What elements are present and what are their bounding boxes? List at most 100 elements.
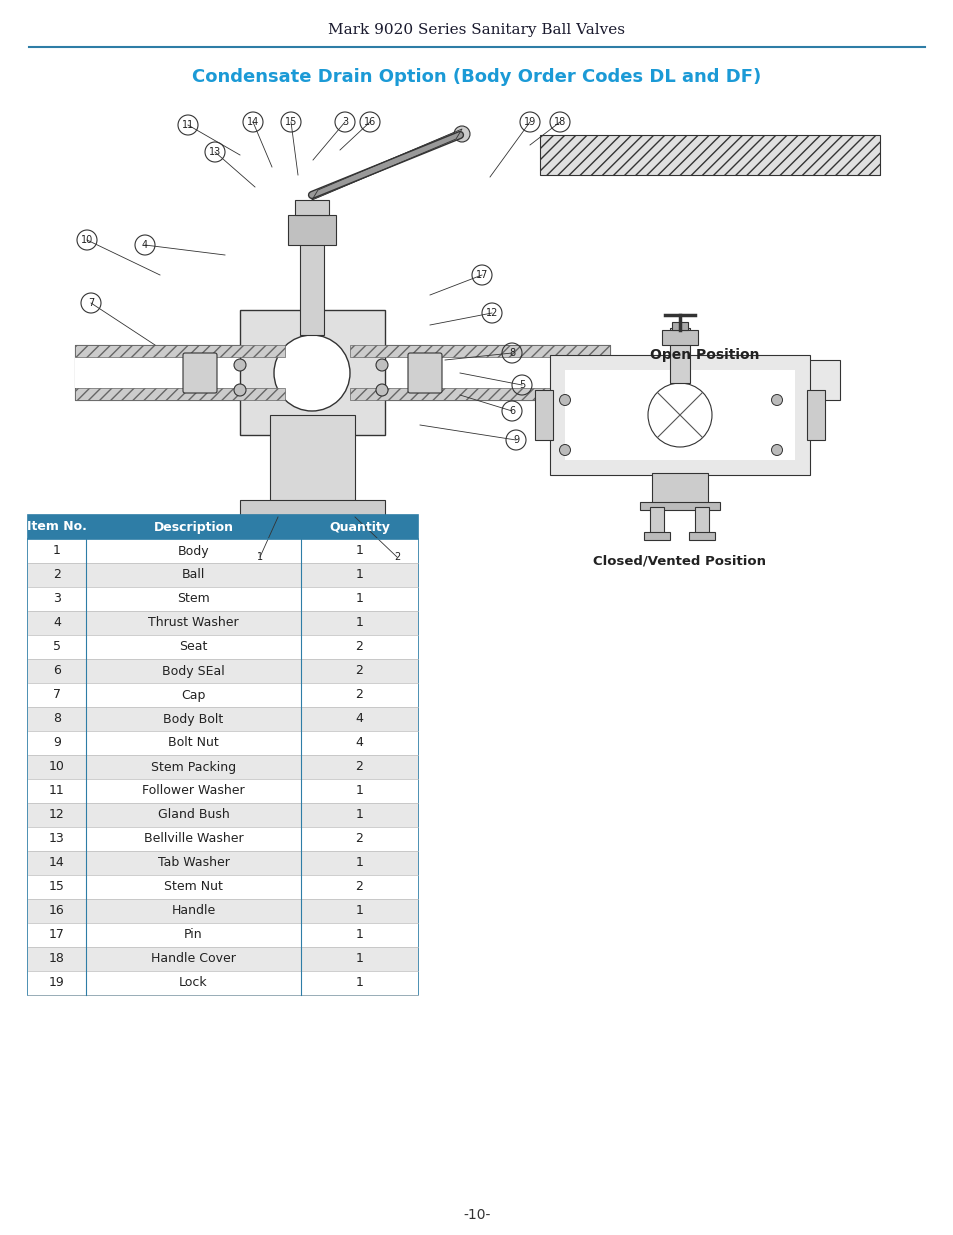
FancyBboxPatch shape bbox=[539, 135, 879, 175]
FancyBboxPatch shape bbox=[643, 532, 669, 540]
Text: 1: 1 bbox=[355, 809, 363, 821]
Text: 2: 2 bbox=[355, 664, 363, 678]
Text: Handle Cover: Handle Cover bbox=[151, 952, 235, 966]
FancyBboxPatch shape bbox=[535, 390, 553, 440]
Text: 8: 8 bbox=[508, 348, 515, 358]
FancyBboxPatch shape bbox=[28, 779, 417, 803]
Circle shape bbox=[771, 394, 781, 405]
FancyBboxPatch shape bbox=[28, 923, 417, 947]
Circle shape bbox=[233, 359, 246, 370]
FancyBboxPatch shape bbox=[28, 731, 417, 755]
Text: 11: 11 bbox=[49, 784, 65, 798]
FancyBboxPatch shape bbox=[28, 876, 417, 899]
Text: 2: 2 bbox=[53, 568, 61, 582]
FancyBboxPatch shape bbox=[550, 354, 809, 475]
Text: Mark 9020 Series Sanitary Ball Valves: Mark 9020 Series Sanitary Ball Valves bbox=[328, 23, 625, 37]
FancyBboxPatch shape bbox=[350, 357, 609, 388]
Text: 2: 2 bbox=[355, 761, 363, 773]
Circle shape bbox=[375, 359, 388, 370]
Text: 9: 9 bbox=[53, 736, 61, 750]
Text: 19: 19 bbox=[523, 117, 536, 127]
Text: 18: 18 bbox=[49, 952, 65, 966]
Polygon shape bbox=[312, 128, 461, 200]
Text: Cap: Cap bbox=[181, 688, 206, 701]
FancyBboxPatch shape bbox=[651, 473, 707, 505]
FancyBboxPatch shape bbox=[350, 388, 609, 400]
Text: 6: 6 bbox=[508, 406, 515, 416]
Circle shape bbox=[454, 126, 470, 142]
FancyBboxPatch shape bbox=[28, 611, 417, 635]
FancyBboxPatch shape bbox=[75, 388, 285, 400]
Text: 4: 4 bbox=[142, 240, 148, 249]
Text: Bellville Washer: Bellville Washer bbox=[144, 832, 243, 846]
Text: 6: 6 bbox=[53, 664, 61, 678]
Text: 16: 16 bbox=[49, 904, 65, 918]
FancyBboxPatch shape bbox=[688, 532, 714, 540]
Text: Body SEal: Body SEal bbox=[162, 664, 225, 678]
FancyBboxPatch shape bbox=[240, 500, 385, 515]
Text: 2: 2 bbox=[355, 688, 363, 701]
FancyBboxPatch shape bbox=[341, 553, 375, 563]
Circle shape bbox=[233, 384, 246, 396]
FancyBboxPatch shape bbox=[28, 538, 417, 563]
FancyBboxPatch shape bbox=[28, 683, 417, 706]
FancyBboxPatch shape bbox=[75, 357, 285, 388]
FancyBboxPatch shape bbox=[661, 330, 698, 345]
FancyBboxPatch shape bbox=[28, 659, 417, 683]
Text: Handle: Handle bbox=[172, 904, 215, 918]
FancyBboxPatch shape bbox=[350, 345, 609, 400]
Text: 12: 12 bbox=[49, 809, 65, 821]
Text: 9: 9 bbox=[513, 435, 518, 445]
Text: Condensate Drain Option (Body Order Codes DL and DF): Condensate Drain Option (Body Order Code… bbox=[193, 68, 760, 86]
FancyBboxPatch shape bbox=[28, 515, 417, 995]
FancyBboxPatch shape bbox=[288, 215, 335, 245]
Text: 8: 8 bbox=[53, 713, 61, 725]
FancyBboxPatch shape bbox=[28, 706, 417, 731]
FancyBboxPatch shape bbox=[28, 755, 417, 779]
Text: Follower Washer: Follower Washer bbox=[142, 784, 245, 798]
Text: 4: 4 bbox=[355, 713, 363, 725]
FancyBboxPatch shape bbox=[294, 200, 329, 215]
Text: Stem Nut: Stem Nut bbox=[164, 881, 223, 893]
FancyBboxPatch shape bbox=[28, 803, 417, 827]
FancyBboxPatch shape bbox=[28, 851, 417, 876]
Text: -10-: -10- bbox=[463, 1208, 490, 1221]
FancyBboxPatch shape bbox=[28, 587, 417, 611]
Text: 2: 2 bbox=[355, 641, 363, 653]
FancyBboxPatch shape bbox=[28, 971, 417, 995]
Text: Quantity: Quantity bbox=[329, 520, 390, 534]
Text: 4: 4 bbox=[53, 616, 61, 630]
Text: 13: 13 bbox=[209, 147, 221, 157]
Circle shape bbox=[375, 384, 388, 396]
FancyBboxPatch shape bbox=[28, 563, 417, 587]
Text: Tab Washer: Tab Washer bbox=[157, 857, 230, 869]
FancyBboxPatch shape bbox=[408, 353, 441, 393]
Text: 1: 1 bbox=[355, 593, 363, 605]
FancyBboxPatch shape bbox=[183, 353, 216, 393]
Text: 5: 5 bbox=[53, 641, 61, 653]
Text: 7: 7 bbox=[88, 298, 94, 308]
Text: 11: 11 bbox=[182, 120, 193, 130]
Text: Description: Description bbox=[153, 520, 233, 534]
Text: 15: 15 bbox=[49, 881, 65, 893]
Text: Closed/Vented Position: Closed/Vented Position bbox=[593, 555, 765, 568]
Text: 18: 18 bbox=[554, 117, 565, 127]
Text: 2: 2 bbox=[394, 552, 399, 562]
Text: Open Position: Open Position bbox=[649, 348, 759, 362]
FancyBboxPatch shape bbox=[639, 501, 720, 510]
FancyBboxPatch shape bbox=[806, 390, 824, 440]
FancyBboxPatch shape bbox=[270, 415, 355, 505]
FancyBboxPatch shape bbox=[28, 827, 417, 851]
FancyBboxPatch shape bbox=[75, 345, 285, 400]
FancyBboxPatch shape bbox=[287, 359, 336, 387]
Text: 1: 1 bbox=[53, 545, 61, 557]
Text: 3: 3 bbox=[53, 593, 61, 605]
FancyBboxPatch shape bbox=[564, 370, 794, 459]
Text: 10: 10 bbox=[81, 235, 93, 245]
Text: 10: 10 bbox=[49, 761, 65, 773]
FancyBboxPatch shape bbox=[242, 553, 275, 563]
Text: 1: 1 bbox=[355, 545, 363, 557]
Text: Item No.: Item No. bbox=[27, 520, 87, 534]
Text: Ball: Ball bbox=[182, 568, 205, 582]
FancyBboxPatch shape bbox=[669, 329, 689, 383]
